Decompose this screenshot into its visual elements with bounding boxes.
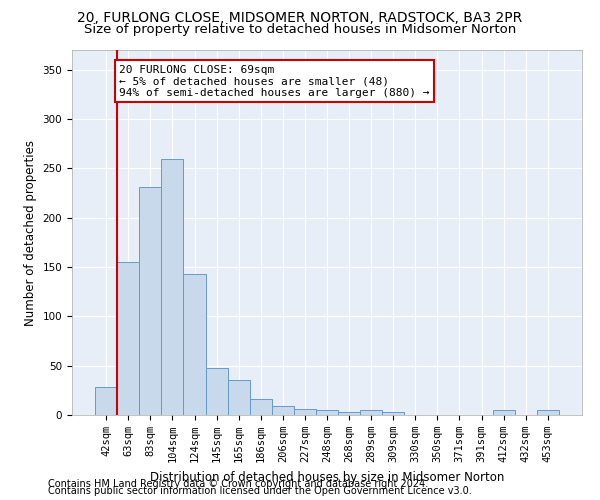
Bar — [493, 410, 515, 415]
Text: 20, FURLONG CLOSE, MIDSOMER NORTON, RADSTOCK, BA3 2PR: 20, FURLONG CLOSE, MIDSOMER NORTON, RADS… — [77, 12, 523, 26]
Bar — [206, 368, 227, 415]
Bar — [316, 410, 338, 415]
Bar — [382, 412, 404, 415]
Text: Contains HM Land Registry data © Crown copyright and database right 2024.: Contains HM Land Registry data © Crown c… — [48, 479, 428, 489]
Bar — [537, 410, 559, 415]
Bar — [184, 274, 206, 415]
Bar — [161, 158, 184, 415]
X-axis label: Distribution of detached houses by size in Midsomer Norton: Distribution of detached houses by size … — [150, 470, 504, 484]
Bar — [139, 187, 161, 415]
Bar — [294, 409, 316, 415]
Text: Contains public sector information licensed under the Open Government Licence v3: Contains public sector information licen… — [48, 486, 472, 496]
Bar — [360, 410, 382, 415]
Bar — [338, 412, 360, 415]
Bar — [272, 406, 294, 415]
Y-axis label: Number of detached properties: Number of detached properties — [24, 140, 37, 326]
Bar — [95, 388, 117, 415]
Text: 20 FURLONG CLOSE: 69sqm
← 5% of detached houses are smaller (48)
94% of semi-det: 20 FURLONG CLOSE: 69sqm ← 5% of detached… — [119, 65, 430, 98]
Bar — [250, 399, 272, 415]
Bar — [227, 380, 250, 415]
Text: Size of property relative to detached houses in Midsomer Norton: Size of property relative to detached ho… — [84, 22, 516, 36]
Bar — [117, 262, 139, 415]
